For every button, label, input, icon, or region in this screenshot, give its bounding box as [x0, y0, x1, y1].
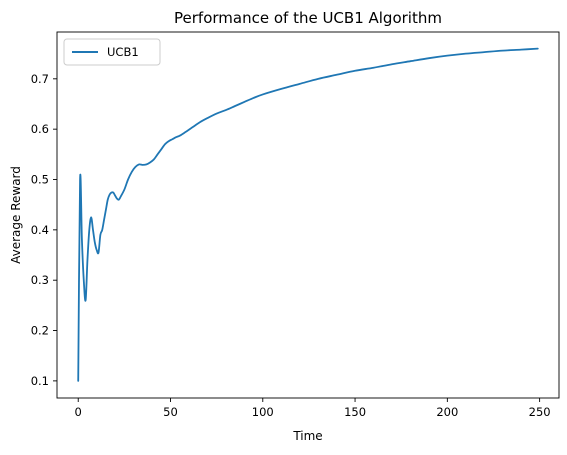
x-axis-label: Time — [292, 429, 322, 443]
chart-title: Performance of the UCB1 Algorithm — [174, 9, 442, 27]
y-tick-label: 0.4 — [31, 223, 49, 237]
plot-area — [56, 31, 560, 399]
x-tick-label: 100 — [252, 405, 274, 419]
y-axis-label: Average Reward — [9, 166, 23, 264]
y-tick-label: 0.2 — [31, 324, 49, 338]
x-tick-label: 250 — [529, 405, 551, 419]
legend: UCB1 — [63, 38, 161, 66]
legend-box — [63, 38, 161, 66]
x-tick-label: 50 — [163, 405, 178, 419]
series-layer — [77, 47, 539, 382]
series-line-ucb1 — [77, 47, 539, 382]
x-tick-label: 0 — [75, 405, 82, 419]
x-tick-label: 200 — [436, 405, 458, 419]
y-tick-label: 0.1 — [31, 374, 49, 388]
y-axis-ticks: 0.1 0.2 0.3 0.4 0.5 0.6 0.7 — [31, 72, 57, 388]
x-axis-ticks: 0 50 100 150 200 250 — [75, 398, 551, 419]
axes-frame — [56, 31, 560, 399]
y-tick-label: 0.7 — [31, 72, 49, 86]
y-tick-label: 0.6 — [31, 122, 49, 136]
x-tick-label: 150 — [344, 405, 366, 419]
y-tick-label: 0.5 — [31, 173, 49, 187]
legend-label-ucb1: UCB1 — [107, 45, 139, 59]
y-tick-label: 0.3 — [31, 273, 49, 287]
